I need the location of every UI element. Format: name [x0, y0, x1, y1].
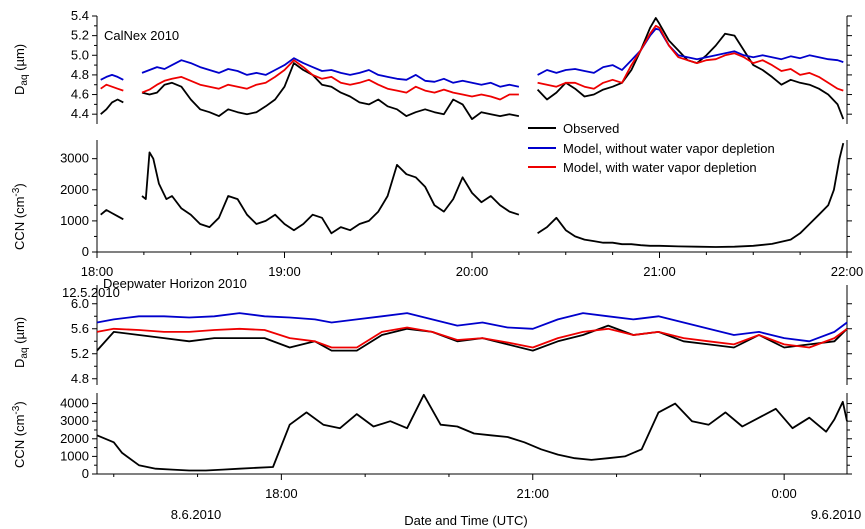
y-tick-label: 4000: [60, 396, 89, 411]
dwh-ccn-y-label: CCN (cm-3): [11, 401, 27, 468]
calnex-ccn-y-ticks: 0 1000 2000 3000: [60, 151, 852, 259]
series-model-with-water-vapor-depletion: [100, 24, 844, 101]
y-tick-label: 3000: [60, 413, 89, 428]
legend: Observed Model, without water vapor depl…: [528, 121, 775, 175]
x-tick-label: 0:00: [771, 486, 796, 501]
dwh-daq-y-label: Daq (µm): [12, 317, 30, 368]
calnex-daq-y-ticks: 4.4 4.6 4.8 5.0 5.2 5.4: [71, 8, 852, 121]
y-tick-label: 4.8: [71, 67, 89, 82]
x-tick-label: 21:00: [643, 264, 676, 279]
calnex-ccn-series: [100, 142, 845, 248]
y-tick-label: 4.6: [71, 87, 89, 102]
calnex-annotation: CalNex 2010: [104, 28, 179, 43]
legend-label-model-with: Model, with water vapor depletion: [563, 160, 757, 175]
x-tick-label: 22:00: [831, 264, 864, 279]
dwh-ccn-y-ticks: 0 1000 2000 3000 4000: [60, 396, 852, 481]
dwh-daq-panel: 4.8 5.2 5.6 6.0 Deepwater Horizon 2010 Daq …: [12, 276, 852, 386]
calnex-date-label: 12.5.2010: [62, 285, 120, 300]
dwh-date-label-0: 8.6.2010: [171, 507, 222, 522]
y-tick-label: 0: [82, 466, 89, 481]
y-tick-label: 1000: [60, 448, 89, 463]
calnex-daq-series: [100, 17, 845, 120]
y-tick-label: 5.2: [71, 346, 89, 361]
y-tick-label: 6.0: [71, 296, 89, 311]
calnex-ccn-y-label: CCN (cm-3): [11, 183, 27, 250]
dwh-daq-y-ticks: 4.8 5.2 5.6 6.0: [71, 296, 852, 386]
y-tick-label: 5.6: [71, 321, 89, 336]
y-tick-label: 5.4: [71, 8, 89, 23]
y-tick-label: 4.8: [71, 371, 89, 386]
dwh-ccn-series: [96, 393, 848, 472]
dwh-daq-series: [96, 312, 848, 352]
series-model-without-water-vapor-depletion: [96, 312, 848, 343]
series-model-with-water-vapor-depletion: [96, 326, 848, 349]
y-tick-label: 3000: [60, 151, 89, 166]
y-tick-label: 0: [82, 244, 89, 259]
y-tick-label: 2000: [60, 431, 89, 446]
x-tick-label: 21:00: [516, 486, 549, 501]
y-tick-label: 5.2: [71, 28, 89, 43]
x-tick-label: 19:00: [268, 264, 301, 279]
y-tick-label: 1000: [60, 213, 89, 228]
series-observed: [96, 393, 848, 472]
y-tick-label: 2000: [60, 182, 89, 197]
calnex-daq-y-label: Daq (µm): [12, 44, 30, 95]
calnex-daq-panel: 4.4 4.6 4.8 5.0 5.2 5.4 CalNex 2010 Daq (µm): [12, 8, 852, 124]
dwh-ccn-panel: 0 1000 2000 3000 4000 18:00 21:00 0:00 8.6.201…: [11, 393, 861, 522]
y-tick-label: 5.0: [71, 47, 89, 62]
x-tick-label: 18:00: [265, 486, 298, 501]
dwh-x-ticks: 18:00 21:00 0:00: [113, 474, 797, 501]
x-tick-label: 18:00: [81, 264, 114, 279]
x-tick-label: 20:00: [456, 264, 489, 279]
legend-label-observed: Observed: [563, 121, 619, 136]
y-tick-label: 4.4: [71, 106, 89, 121]
series-model-without-water-vapor-depletion: [100, 27, 844, 88]
legend-label-model-without: Model, without water vapor depletion: [563, 141, 775, 156]
series-observed: [100, 142, 845, 248]
dwh-date-label-1: 9.6.2010: [811, 507, 862, 522]
x-axis-label: Date and Time (UTC): [404, 513, 528, 528]
series-observed: [100, 17, 845, 120]
calnex-x-ticks: 18:00 19:00 20:00 21:00 22:00: [81, 252, 864, 279]
dwh-annotation: Deepwater Horizon 2010: [103, 276, 247, 291]
